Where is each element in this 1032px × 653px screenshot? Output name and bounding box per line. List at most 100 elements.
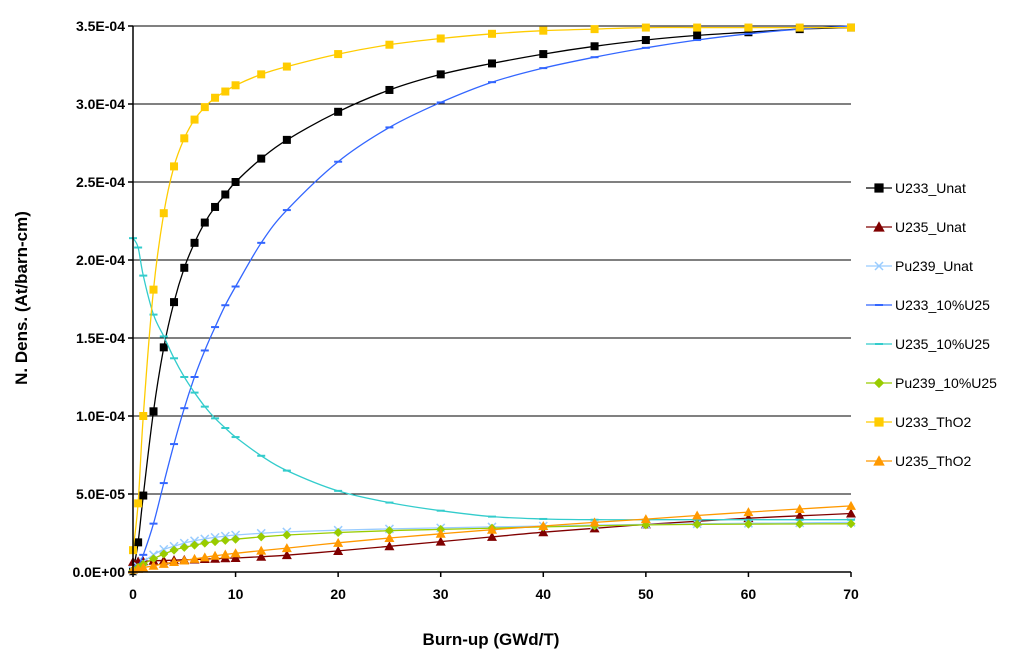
data-point xyxy=(488,29,496,38)
data-point xyxy=(256,545,267,555)
data-point xyxy=(795,23,804,32)
data-point xyxy=(220,535,230,545)
data-point xyxy=(641,36,650,45)
data-point xyxy=(384,532,395,542)
data-point xyxy=(743,519,753,529)
data-point xyxy=(846,508,856,518)
data-point xyxy=(847,23,855,32)
data-point xyxy=(231,534,241,544)
series-U233_10%U25 xyxy=(129,25,855,573)
legend-item: U233_10%U25 xyxy=(866,297,990,313)
legend-label: U235_ThO2 xyxy=(895,453,971,469)
data-point xyxy=(190,238,199,247)
x-tick-label: 70 xyxy=(843,586,859,602)
data-point xyxy=(334,50,343,59)
legend-item: Pu239_Unat xyxy=(866,258,973,274)
data-point xyxy=(282,530,292,540)
data-point xyxy=(333,545,344,555)
series-U235_10%U25 xyxy=(129,237,855,521)
series-line xyxy=(132,26,852,572)
series-line xyxy=(132,25,852,572)
data-point xyxy=(170,162,179,171)
data-point xyxy=(436,34,445,43)
legend-marker xyxy=(873,455,885,466)
data-point xyxy=(169,557,180,567)
data-point xyxy=(641,23,650,32)
data-point xyxy=(794,510,805,520)
data-point xyxy=(180,134,189,143)
data-point xyxy=(190,540,200,550)
data-point xyxy=(149,554,159,564)
data-point xyxy=(190,115,199,124)
y-tick-label: 0.0E+00 xyxy=(72,564,125,580)
tick-labels: 0.0E+00 5.0E-05 1.0E-04 1.5E-04 2.0E-04 2.5E-… xyxy=(72,18,859,602)
data-point xyxy=(281,543,292,553)
y-tick-label: 2.0E-04 xyxy=(76,252,125,268)
data-point xyxy=(134,538,143,547)
data-point xyxy=(257,70,266,79)
data-point xyxy=(488,59,496,68)
data-point xyxy=(282,62,291,71)
x-tick-label: 50 xyxy=(638,586,654,602)
legend-marker xyxy=(873,221,885,232)
data-point xyxy=(210,550,221,560)
legend-label: U233_ThO2 xyxy=(895,414,971,430)
data-point xyxy=(159,544,169,554)
legend-item: U235_10%U25 xyxy=(866,336,990,352)
series-line xyxy=(132,237,851,521)
x-tick-label: 40 xyxy=(535,586,551,602)
series-U233_Unat xyxy=(129,23,855,576)
data-point xyxy=(640,514,651,524)
data-point xyxy=(334,107,343,116)
data-point xyxy=(794,503,805,513)
data-point xyxy=(169,545,179,555)
data-point xyxy=(211,93,220,102)
data-point xyxy=(846,500,856,510)
y-tick-label: 1.5E-04 xyxy=(76,330,125,346)
series-U235_ThO2 xyxy=(128,500,856,574)
data-point xyxy=(139,412,148,420)
data-point xyxy=(539,26,548,35)
data-point xyxy=(149,407,158,416)
legend-item: U235_Unat xyxy=(866,219,966,235)
legend-marker xyxy=(874,417,884,427)
y-axis-title: N. Dens. (At/barn-cm) xyxy=(12,211,31,385)
data-point xyxy=(200,103,209,112)
x-tick-label: 10 xyxy=(228,586,244,602)
legend-label: Pu239_10%U25 xyxy=(895,375,997,391)
data-point xyxy=(590,25,599,34)
y-tick-label: 3.0E-04 xyxy=(76,96,125,112)
data-point xyxy=(180,263,189,272)
y-tick-label: 2.5E-04 xyxy=(76,174,125,190)
data-point xyxy=(538,520,549,530)
data-point xyxy=(159,343,168,352)
data-point xyxy=(281,550,292,560)
data-point xyxy=(743,507,754,517)
data-point xyxy=(149,285,158,294)
data-point xyxy=(487,531,497,541)
data-point xyxy=(211,202,220,211)
grid-lines xyxy=(133,25,851,495)
y-tick-label: 1.0E-04 xyxy=(76,408,125,424)
legend-marker xyxy=(874,183,884,193)
data-point xyxy=(590,42,599,51)
data-point xyxy=(282,135,291,144)
data-point xyxy=(385,85,394,94)
marker-x-stroke xyxy=(874,261,884,271)
data-point xyxy=(846,519,856,529)
legend-label: U235_Unat xyxy=(895,219,966,235)
data-point xyxy=(179,542,189,552)
series-U233_ThO2 xyxy=(129,23,855,555)
data-point xyxy=(139,491,148,500)
legend-label: U235_10%U25 xyxy=(895,336,990,352)
x-tick-label: 0 xyxy=(129,586,137,602)
data-point xyxy=(189,553,200,563)
data-point xyxy=(744,28,753,37)
axes xyxy=(132,26,851,573)
data-point xyxy=(138,562,149,572)
marker-x-stroke xyxy=(159,544,169,554)
data-point xyxy=(384,541,395,551)
x-tick-label: 60 xyxy=(741,586,757,602)
y-tick-label: 5.0E-05 xyxy=(76,486,125,502)
